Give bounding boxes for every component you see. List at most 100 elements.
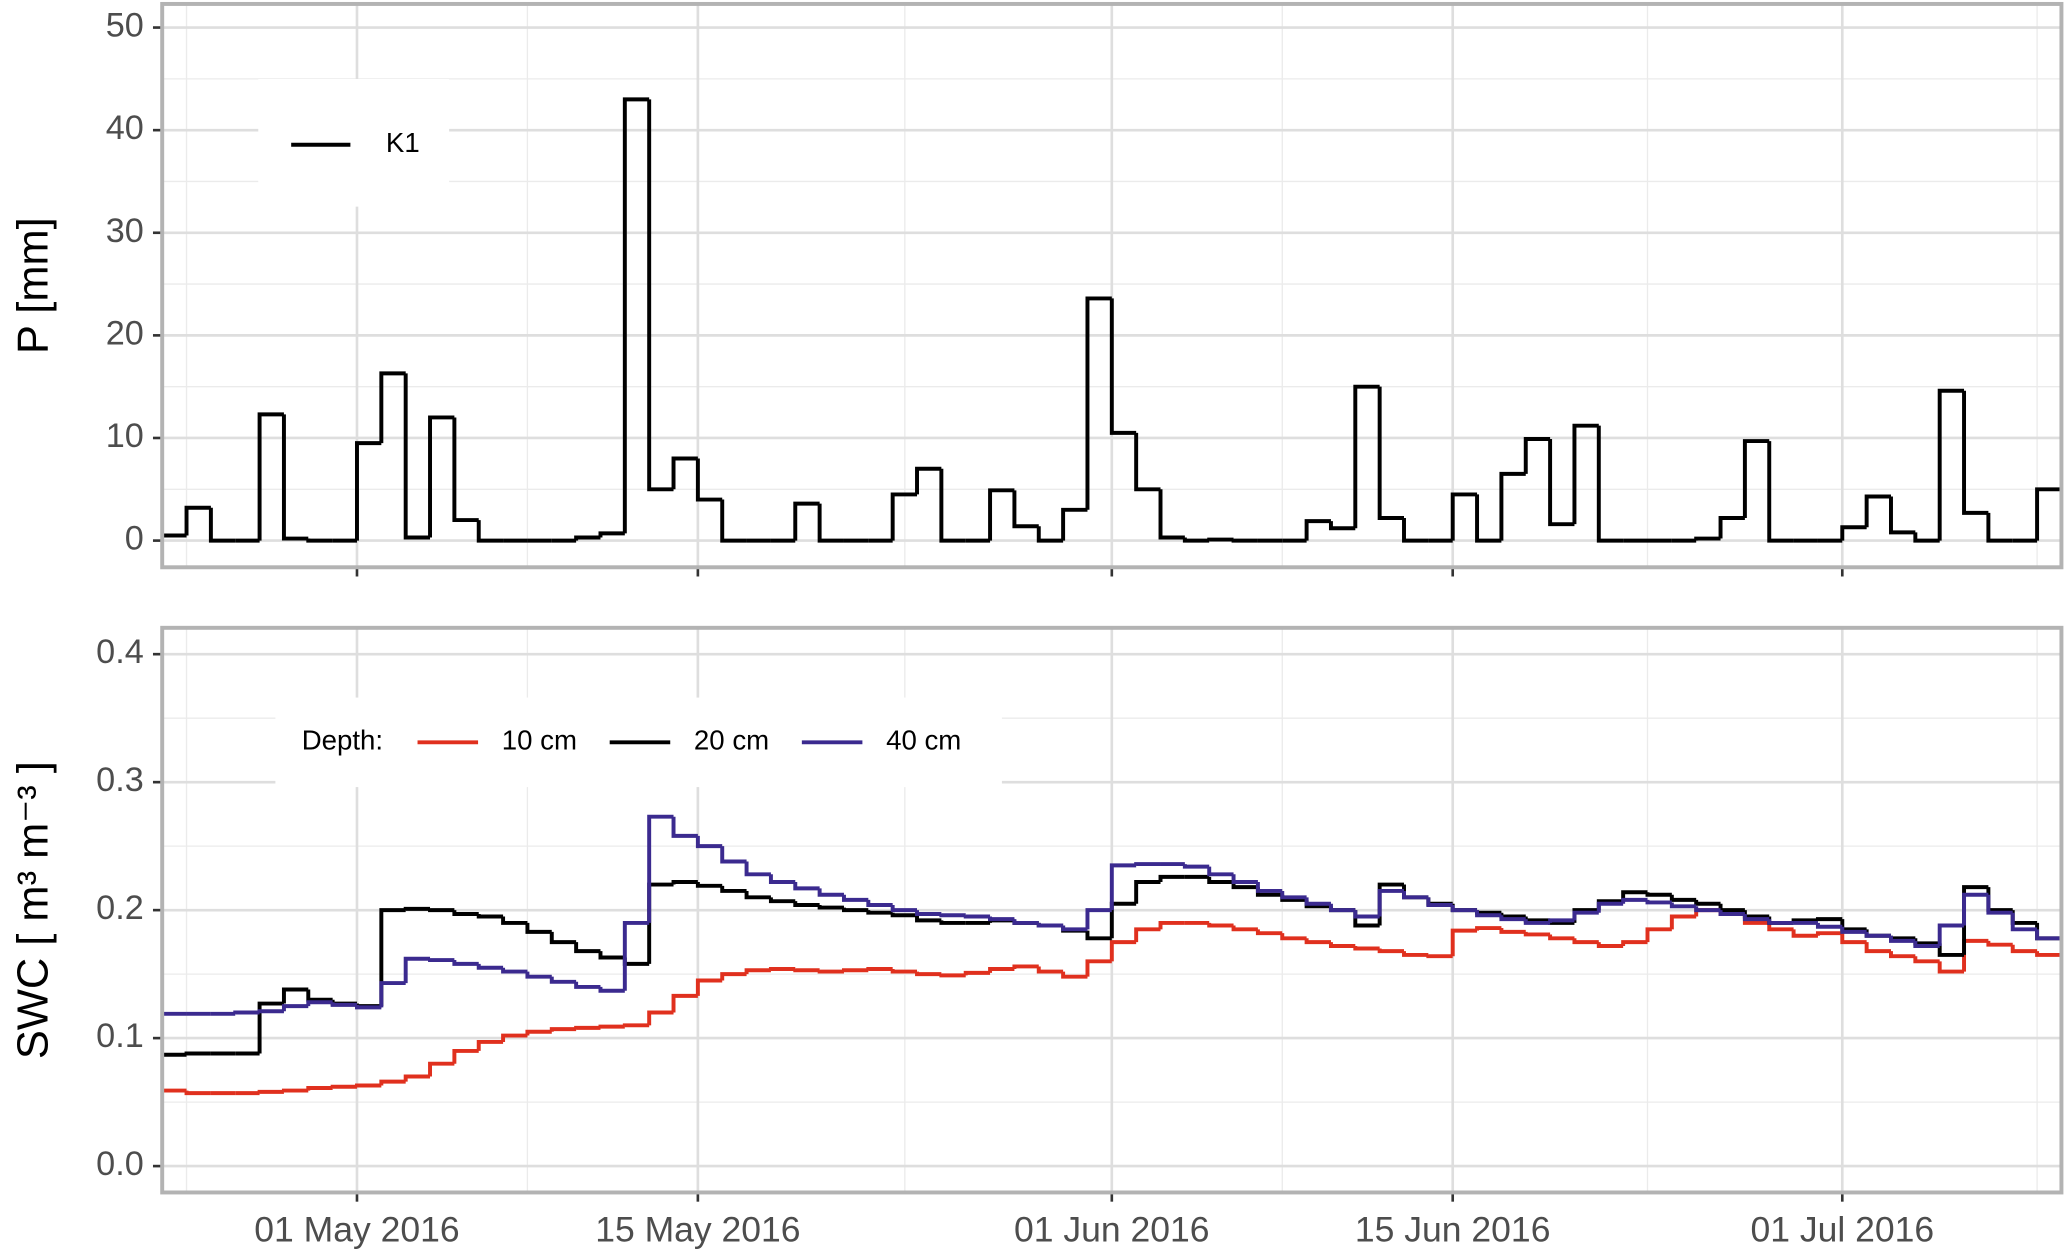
- step-segment: [2035, 929, 2062, 941]
- step-segment: [476, 520, 504, 543]
- step-segment: [501, 1033, 528, 1042]
- step-segment: [1012, 919, 1039, 925]
- step-segment: [1986, 887, 2013, 913]
- step-segment: [1937, 961, 1965, 974]
- step-segment: [1061, 925, 1088, 932]
- step-segment: [671, 456, 698, 490]
- step-segment: [281, 1004, 309, 1012]
- step-segment: [988, 916, 1015, 922]
- step-segment: [1889, 935, 1916, 941]
- y-tick-label: 0: [125, 520, 144, 558]
- step-segment: [1621, 940, 1648, 946]
- step-segment: [1158, 489, 1185, 540]
- step-segment: [1304, 897, 1331, 906]
- step-segment: [841, 968, 869, 973]
- step-segment: [598, 531, 625, 538]
- step-segment: [720, 885, 747, 893]
- step-segment: [403, 906, 431, 911]
- step-segment: [744, 861, 771, 877]
- step-segment: [1523, 437, 1551, 474]
- step-segment: [1426, 954, 1453, 959]
- step-segment: [2035, 487, 2062, 541]
- y-tick-label: 0.0: [96, 1145, 144, 1183]
- step-segment: [574, 535, 601, 541]
- step-segment: [1889, 935, 1916, 943]
- step-segment: [793, 901, 820, 907]
- step-segment: [817, 969, 844, 974]
- step-segment: [574, 981, 601, 989]
- step-segment: [1572, 938, 1599, 945]
- series-line: [162, 97, 2062, 543]
- step-segment: [1328, 521, 1356, 531]
- series-line: [162, 874, 2062, 1057]
- step-segment: [257, 1009, 284, 1014]
- plot-area: [162, 814, 2062, 1096]
- step-segment: [1036, 526, 1064, 543]
- step-segment: [695, 458, 723, 502]
- step-segment: [1475, 494, 1502, 543]
- step-segment: [1231, 925, 1258, 932]
- step-segment: [1036, 922, 1064, 928]
- step-segment: [1280, 933, 1307, 941]
- step-segment: [549, 976, 577, 984]
- step-segment: [452, 1048, 479, 1064]
- step-segment: [330, 1084, 357, 1089]
- step-segment: [184, 1051, 211, 1056]
- step-segment: [695, 835, 723, 849]
- step-segment: [1742, 439, 1770, 519]
- step-segment: [1182, 537, 1210, 543]
- step-segment: [476, 1039, 504, 1051]
- step-segment: [768, 874, 796, 884]
- step-segment: [598, 1024, 625, 1029]
- step-segment: [355, 441, 382, 541]
- step-segment: [1304, 519, 1331, 541]
- step-segment: [403, 1074, 431, 1082]
- step-segment: [1523, 916, 1551, 923]
- step-segment: [1134, 927, 1161, 943]
- step-segment: [1645, 927, 1672, 943]
- step-segment: [1742, 913, 1770, 922]
- step-segment: [355, 1004, 382, 1010]
- step-segment: [233, 1010, 260, 1015]
- step-segment: [988, 488, 1015, 541]
- step-segment: [257, 1001, 284, 1054]
- step-segment: [1085, 296, 1112, 510]
- step-segment: [1718, 910, 1745, 916]
- step-segment: [452, 417, 479, 523]
- step-segment: [501, 916, 528, 925]
- step-segment: [1694, 899, 1721, 906]
- step-segment: [306, 1000, 333, 1007]
- step-segment: [1986, 512, 2013, 543]
- step-segment: [915, 971, 942, 977]
- step-segment: [1012, 964, 1039, 970]
- step-segment: [720, 846, 747, 864]
- step-segment: [379, 981, 406, 1008]
- step-segment: [1377, 888, 1405, 917]
- step-segment: [695, 978, 723, 996]
- step-segment: [1426, 897, 1453, 906]
- step-segment: [890, 912, 918, 918]
- step-segment: [1475, 926, 1502, 931]
- step-segment: [1694, 906, 1721, 913]
- step-segment: [1109, 940, 1137, 962]
- step-segment: [306, 1086, 333, 1091]
- step-segment: [549, 1027, 577, 1032]
- step-segment: [355, 1083, 382, 1088]
- step-segment: [1962, 938, 1989, 972]
- step-segment: [1962, 390, 1989, 515]
- step-segment: [793, 968, 820, 973]
- step-segment: [306, 989, 333, 1002]
- y-tick-label: 0.2: [96, 889, 144, 927]
- step-segment: [1864, 931, 1891, 938]
- step-segment: [330, 1002, 357, 1007]
- step-segment: [1718, 903, 1745, 913]
- step-segment: [866, 910, 893, 915]
- step-segment: [866, 899, 893, 907]
- step-segment: [598, 951, 625, 960]
- step-segment: [281, 1088, 309, 1093]
- step-segment: [1596, 942, 1624, 948]
- step-segment: [890, 969, 918, 974]
- step-segment: [1815, 917, 1843, 922]
- y-tick-label: 20: [106, 314, 144, 352]
- y-tick-label: 0.1: [96, 1017, 144, 1055]
